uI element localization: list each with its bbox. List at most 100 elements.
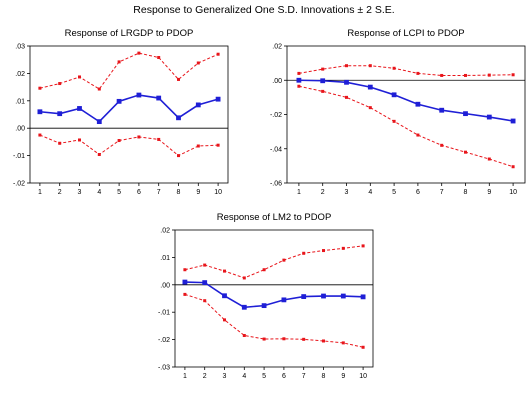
- x-tick-label: 10: [359, 373, 367, 380]
- series-upper: [183, 244, 365, 280]
- x-tick-label: 6: [282, 373, 286, 380]
- y-tick-label: -.02: [13, 181, 25, 188]
- data-point: [416, 71, 420, 75]
- data-point: [116, 98, 122, 104]
- series-line-lower: [298, 85, 514, 168]
- x-tick-label: 2: [58, 189, 62, 196]
- data-point: [391, 92, 397, 98]
- data-point: [177, 154, 180, 158]
- series-lower: [297, 84, 515, 169]
- data-point: [340, 293, 346, 299]
- plot-frame: [174, 229, 374, 368]
- data-point: [367, 84, 373, 90]
- data-point: [322, 339, 325, 343]
- data-point: [78, 138, 81, 142]
- data-point: [345, 64, 348, 68]
- series-upper: [38, 51, 220, 91]
- x-tick-label: 10: [509, 189, 517, 196]
- series-line-response: [184, 281, 364, 309]
- data-point: [415, 101, 421, 107]
- series-response: [296, 77, 516, 124]
- data-point: [440, 143, 444, 147]
- data-point: [96, 119, 102, 125]
- data-point: [58, 141, 62, 145]
- data-point: [223, 269, 226, 273]
- plot-frame: [29, 45, 229, 184]
- x-tick-label: 9: [341, 373, 345, 380]
- x-tick-label: 3: [345, 189, 349, 196]
- data-point: [157, 56, 161, 60]
- data-point: [297, 71, 301, 75]
- y-tick-label: -.01: [13, 153, 25, 160]
- data-point: [57, 111, 63, 117]
- data-point: [202, 280, 208, 286]
- data-point: [97, 153, 101, 157]
- x-tick-label: 3: [223, 373, 227, 380]
- data-point: [117, 139, 121, 143]
- data-point: [183, 268, 187, 272]
- x-tick-label: 7: [440, 189, 444, 196]
- data-point: [242, 333, 246, 337]
- y-tick-label: -.04: [270, 146, 282, 153]
- data-point: [511, 73, 515, 77]
- series-lower: [183, 292, 365, 349]
- data-point: [321, 89, 325, 93]
- data-point: [77, 106, 82, 111]
- data-point: [487, 73, 491, 77]
- data-point: [203, 299, 207, 303]
- data-point: [301, 294, 307, 299]
- data-point: [137, 51, 141, 55]
- data-point: [296, 77, 302, 83]
- x-tick-label: 4: [368, 189, 372, 196]
- data-point: [37, 109, 43, 115]
- x-tick-label: 9: [196, 189, 200, 196]
- data-point: [320, 78, 326, 84]
- x-tick-label: 5: [117, 189, 121, 196]
- series-line-response: [39, 94, 219, 123]
- plot-frame: [286, 45, 526, 184]
- data-point: [463, 111, 468, 117]
- x-tick-label: 2: [203, 373, 207, 380]
- x-tick-label: 10: [214, 189, 222, 196]
- y-tick-label: .02: [15, 71, 25, 78]
- y-tick-label: -.02: [158, 337, 170, 344]
- data-point: [261, 303, 267, 309]
- series-response: [182, 279, 366, 310]
- data-point: [182, 279, 188, 285]
- data-point: [416, 133, 420, 137]
- data-point: [137, 135, 141, 139]
- chart-lm2: Response of LM2 to PDOP -.03 -.02 -.01 .00 .0…: [158, 212, 374, 380]
- data-point: [216, 143, 220, 147]
- data-point: [510, 118, 516, 124]
- data-point: [322, 249, 325, 253]
- series-upper: [297, 64, 515, 77]
- series-lower: [38, 133, 220, 158]
- data-point: [361, 244, 365, 248]
- data-point: [321, 67, 325, 71]
- data-point: [345, 95, 348, 99]
- data-point: [78, 75, 81, 79]
- data-point: [297, 84, 301, 88]
- data-point: [341, 341, 345, 345]
- data-point: [262, 268, 266, 272]
- data-point: [439, 107, 445, 113]
- data-point: [195, 102, 201, 108]
- x-tick-label: 7: [302, 373, 306, 380]
- chart-title: Response of LRGDP to PDOP: [65, 28, 194, 39]
- x-tick-label: 7: [157, 189, 161, 196]
- series-line-response: [298, 79, 514, 122]
- data-point: [344, 79, 349, 85]
- data-point: [177, 77, 180, 81]
- x-tick-label: 5: [262, 373, 266, 380]
- data-point: [58, 82, 62, 86]
- data-point: [321, 293, 326, 299]
- x-tick-label: 3: [78, 189, 82, 196]
- x-tick-label: 8: [322, 373, 326, 380]
- y-tick-label: .00: [272, 78, 282, 85]
- chart-lcpi: Response of LCPI to PDOP -.06 -.04 -.02 .00.…: [270, 28, 526, 196]
- data-point: [196, 144, 200, 148]
- data-point: [281, 297, 287, 303]
- y-tick-label: .03: [15, 44, 25, 51]
